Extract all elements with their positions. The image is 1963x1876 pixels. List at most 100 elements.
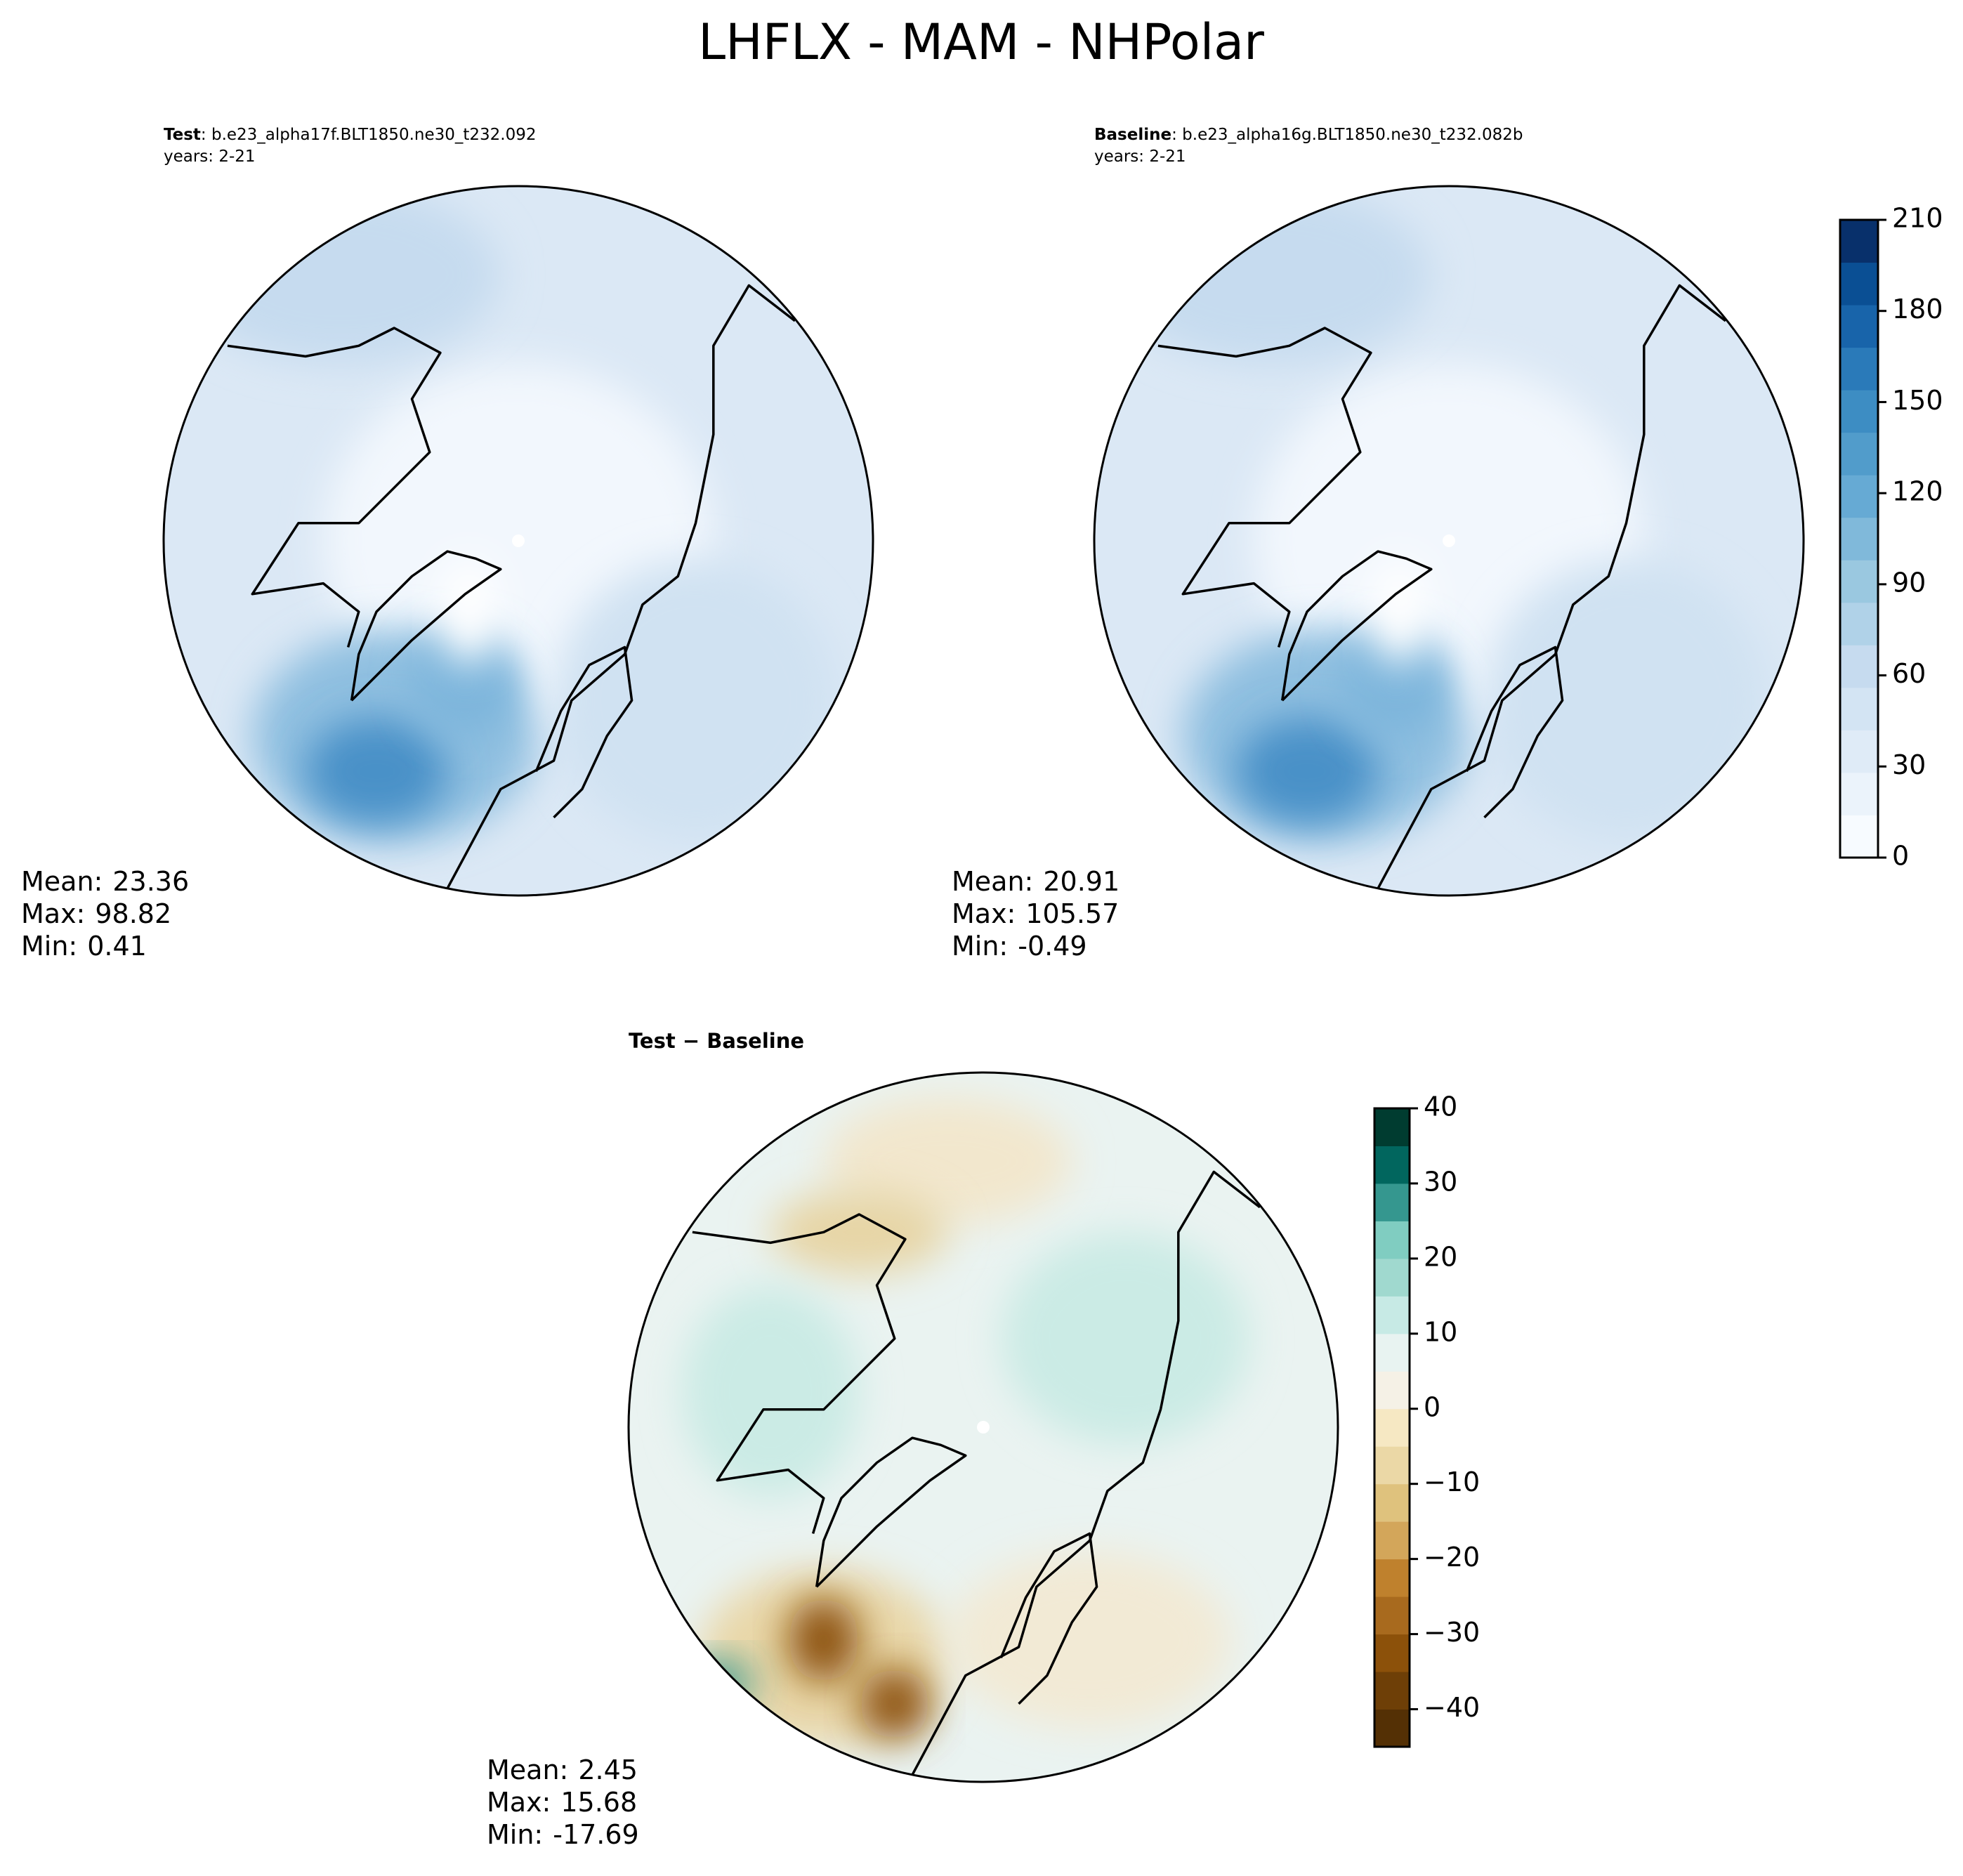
colorbar-tick-label: −30 <box>1424 1617 1480 1648</box>
colorbar-band <box>1840 517 1878 560</box>
coastline <box>815 1436 967 1588</box>
stat: Mean: 23.36 <box>21 866 189 897</box>
colorbar-frame <box>1839 218 1879 859</box>
colorbar-band <box>1840 772 1878 815</box>
coastline <box>1280 550 1433 702</box>
pole <box>1443 534 1455 547</box>
coastline <box>692 1213 907 1535</box>
stat: Min: 0.41 <box>21 931 147 962</box>
field-blob <box>947 1551 1232 1729</box>
stat-value: 0.41 <box>87 931 147 962</box>
stat-label: Max: <box>21 898 85 929</box>
stat-label: Max: <box>952 898 1016 929</box>
colorbar-band <box>1374 1446 1410 1485</box>
stat-label: Min: <box>21 931 77 962</box>
colorbar-band <box>1374 1146 1410 1184</box>
field-blob <box>306 718 447 825</box>
colorbar-band <box>1374 1333 1410 1372</box>
colorbar-tick-label: 20 <box>1424 1241 1457 1272</box>
field-blob <box>770 1189 948 1275</box>
coastline <box>1377 284 1726 889</box>
colorbar-band <box>1374 1258 1410 1297</box>
map <box>164 186 873 896</box>
colorbar-band <box>1374 1596 1410 1635</box>
colorbar-band <box>1840 347 1878 391</box>
map-border <box>162 185 874 897</box>
coastline <box>446 284 796 889</box>
field-blob <box>1342 629 1449 736</box>
coastline <box>999 1532 1098 1705</box>
figure-title: LHFLX - MAM - NHPolar <box>698 13 1264 71</box>
case-name: : b.e23_alpha16g.BLT1850.ne30_t232.082b <box>1171 126 1523 144</box>
colorbar-band <box>1840 432 1878 475</box>
colorbar-band <box>1840 475 1878 518</box>
stat-value: 23.36 <box>112 866 189 897</box>
colorbar-band <box>1840 602 1878 645</box>
map <box>629 1073 1338 1782</box>
colorbar-tick-label: 60 <box>1892 658 1926 689</box>
colorbar-band <box>1840 220 1878 263</box>
coastline <box>1465 645 1564 819</box>
stat-value: 20.91 <box>1043 866 1120 897</box>
colorbar-tick-label: 30 <box>1424 1166 1457 1197</box>
stat-label: Mean: <box>952 866 1033 897</box>
colorbars: 0 30 60 90 120 150 180 210 −40 −30 −20 −10 0 10 20 30 40 <box>1373 203 1943 1748</box>
colorbar-band <box>1840 730 1878 773</box>
stat: Max: 15.68 <box>487 1787 637 1818</box>
colorbar-band <box>1374 1559 1410 1597</box>
colorbar-tick-label: 90 <box>1892 567 1926 598</box>
colorbar-tick-label: 120 <box>1892 476 1943 507</box>
greenland-ice <box>1370 558 1428 665</box>
panel-title: Test − Baseline <box>629 1029 804 1053</box>
pole <box>512 534 525 547</box>
colorbar-band <box>1840 390 1878 433</box>
stat-label: Min: <box>952 931 1008 962</box>
colorbar-band <box>1374 1634 1410 1672</box>
colorbar-band <box>1374 1709 1410 1747</box>
stat-value: -0.49 <box>1018 931 1086 962</box>
field-blob <box>788 1597 860 1683</box>
stat: Min: -0.49 <box>952 931 1087 962</box>
greenland-ice <box>440 558 497 665</box>
panel-title: Test: b.e23_alpha17f.BLT1850.ne30_t232.0… <box>164 126 537 144</box>
panel-title: Baseline: b.e23_alpha16g.BLT1850.ne30_t2… <box>1094 126 1523 144</box>
colorbar-tick-label: 10 <box>1424 1316 1457 1347</box>
coastline <box>227 327 442 648</box>
colorbar-band <box>1374 1221 1410 1259</box>
colorbar-band <box>1374 1108 1410 1146</box>
stat-value: 98.82 <box>95 898 171 929</box>
colorbar-band <box>1840 262 1878 306</box>
colorbar-band <box>1374 1296 1410 1334</box>
stat-label: Mean: <box>487 1754 568 1785</box>
field-blob <box>681 1285 860 1498</box>
stat-value: 2.45 <box>578 1754 638 1785</box>
map <box>1094 186 1804 896</box>
colorbar-band <box>1840 305 1878 348</box>
coastline <box>534 645 633 819</box>
colorbar-band <box>1374 1672 1410 1710</box>
colorbar-band <box>1374 1521 1410 1560</box>
stat-value: 105.57 <box>1025 898 1119 929</box>
colorbar-tick-label: 210 <box>1892 203 1943 234</box>
stat: Mean: 2.45 <box>487 1754 638 1785</box>
colorbar-band <box>1374 1371 1410 1410</box>
coastline <box>1157 327 1372 648</box>
field-blob <box>1236 718 1378 825</box>
panel-label: Baseline <box>1094 126 1171 144</box>
coastline <box>911 1170 1261 1776</box>
stat: Mean: 20.91 <box>952 866 1120 897</box>
case-name: : b.e23_alpha17f.BLT1850.ne30_t232.092 <box>201 126 537 144</box>
colorbar-band <box>1840 687 1878 730</box>
colorbar-tick-label: −40 <box>1424 1692 1480 1723</box>
stat: Max: 105.57 <box>952 898 1119 929</box>
colorbar-band <box>1840 560 1878 603</box>
coastline <box>350 550 502 702</box>
map-border <box>627 1071 1339 1783</box>
colorbar-band <box>1374 1408 1410 1447</box>
stat: Min: -17.69 <box>487 1819 639 1850</box>
field-blob <box>859 1668 931 1740</box>
colorbar-band <box>1374 1483 1410 1522</box>
field-blob <box>412 629 518 736</box>
colorbar-band <box>1840 815 1878 858</box>
